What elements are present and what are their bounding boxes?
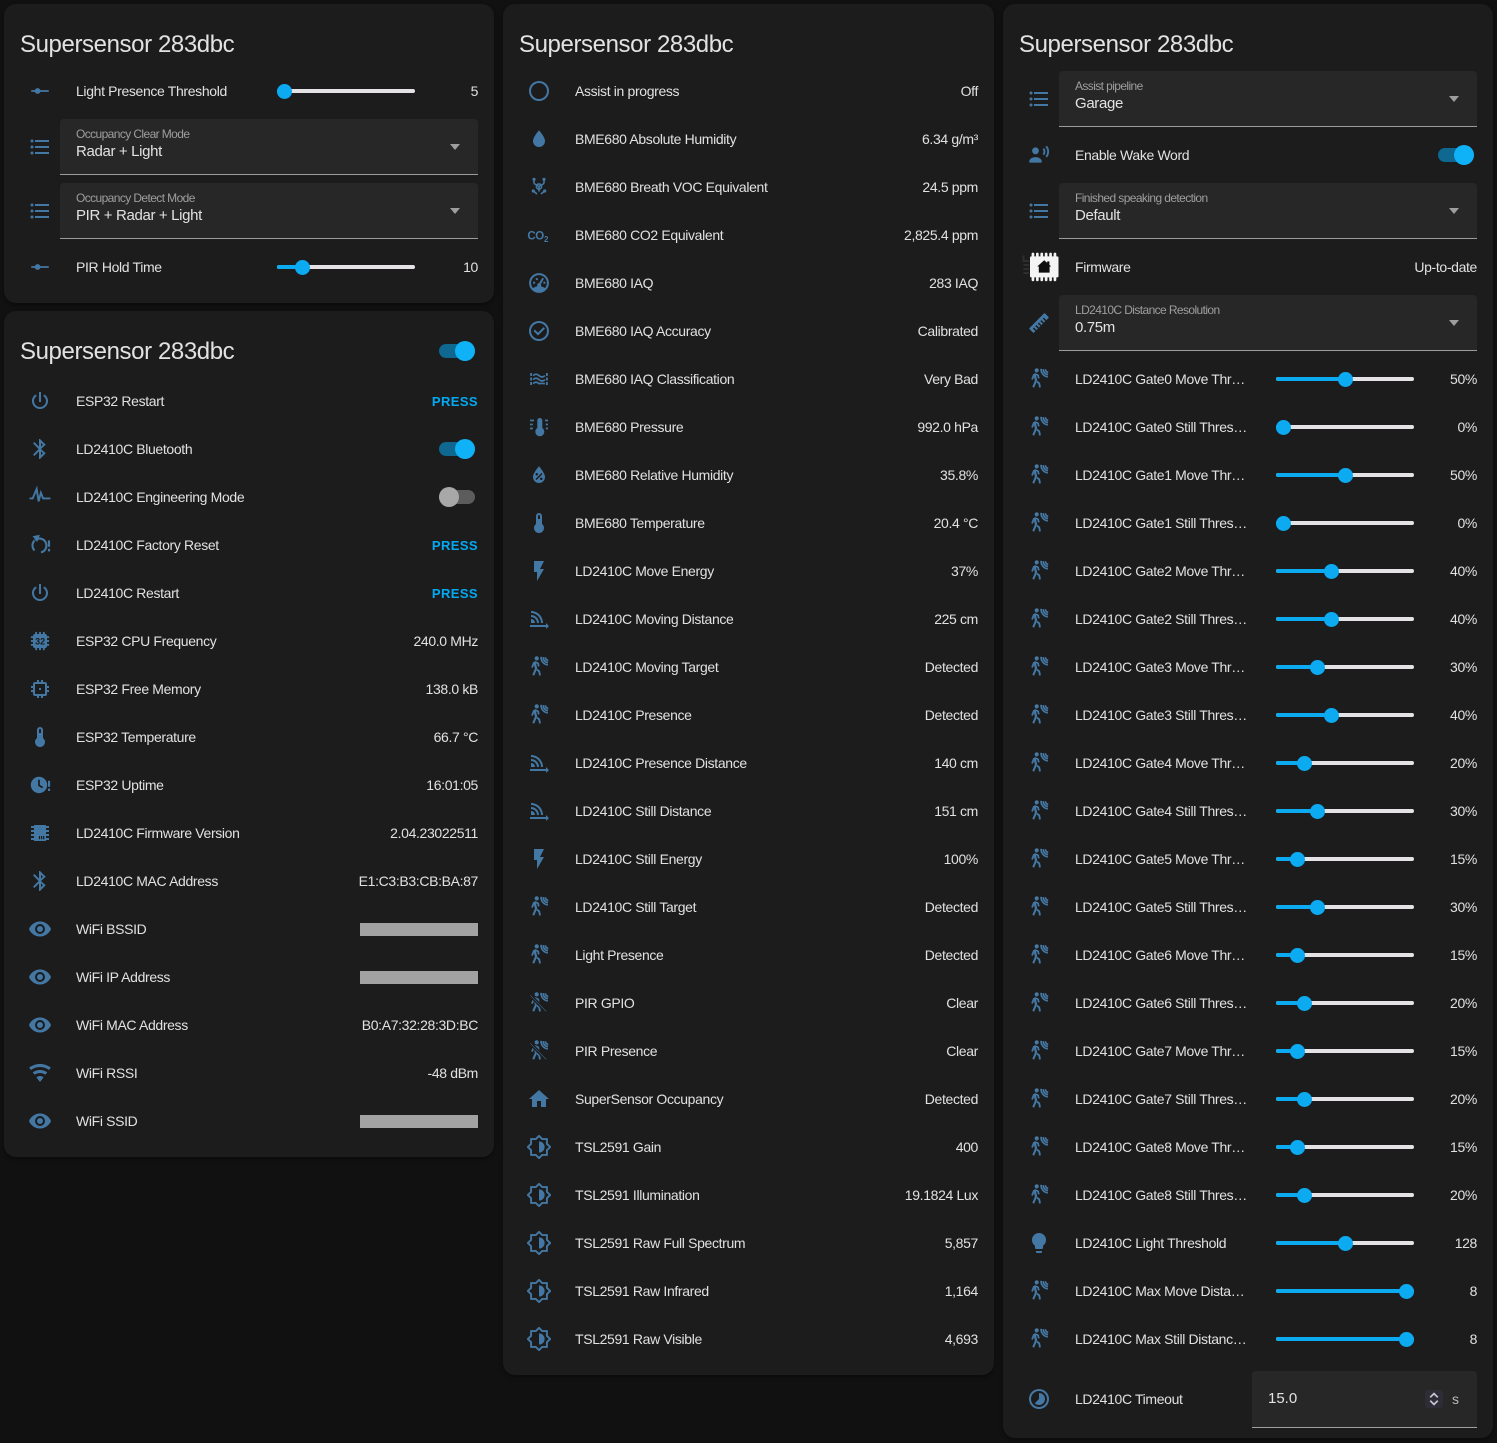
svg-text:32: 32 [35, 636, 45, 646]
svg-text:2: 2 [544, 235, 549, 244]
svg-text:CO: CO [527, 230, 544, 242]
